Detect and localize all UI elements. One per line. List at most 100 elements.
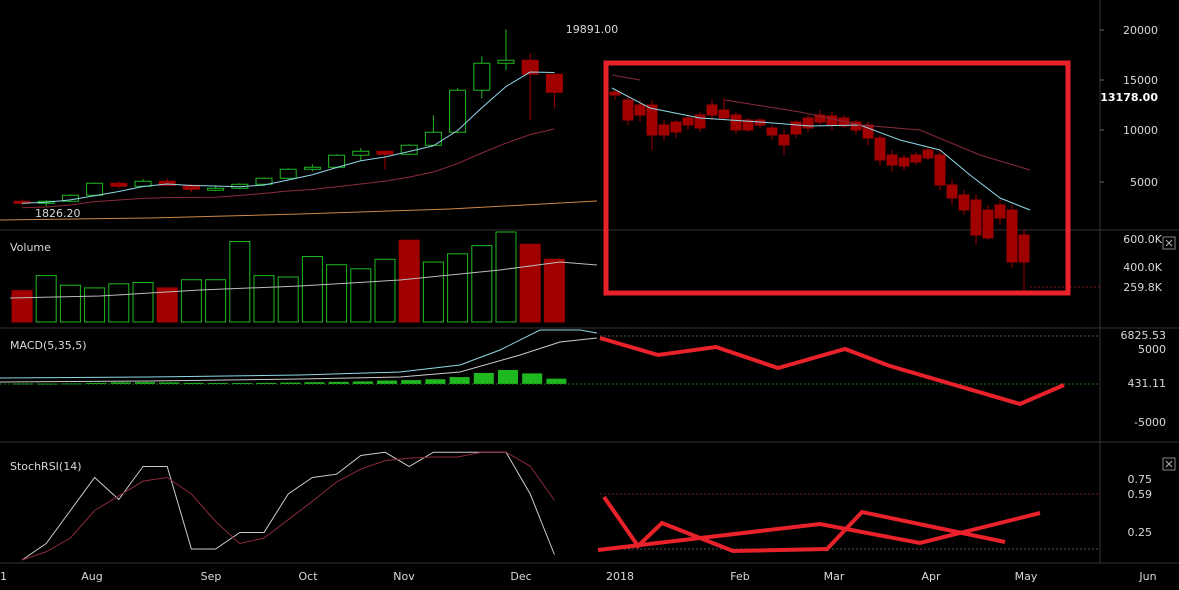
- candle-body: [497, 59, 515, 64]
- macd-title: MACD(5,35,5): [10, 339, 87, 352]
- x-tick-label: Feb: [730, 570, 749, 583]
- candle-body: [826, 115, 838, 126]
- x-tick-label: Dec: [510, 570, 531, 583]
- volume-bar: [471, 245, 493, 323]
- close-icon-glyph: [1165, 239, 1173, 247]
- candle-body: [449, 89, 467, 133]
- y-tick-label: 20000: [1123, 24, 1158, 37]
- close-icon: [1162, 236, 1176, 250]
- stochrsi-annotation-path: [597, 511, 1041, 552]
- volume-bar: [180, 279, 202, 323]
- candle-body: [922, 149, 934, 159]
- volume-bar: [59, 284, 81, 323]
- macd-bar: [425, 379, 446, 384]
- macd-bar: [256, 382, 276, 384]
- stochrsi-d-line: [21, 451, 555, 561]
- x-tick-label: 2018: [606, 570, 634, 583]
- stochrsi-k-line: [21, 451, 555, 561]
- macd-bar: [110, 382, 131, 384]
- y-tick-label: 15000: [1123, 74, 1158, 87]
- volume-bar: [11, 290, 33, 323]
- candle-body: [279, 168, 297, 179]
- macd-bar: [135, 382, 155, 384]
- volume-bar: [301, 256, 323, 323]
- candle-body: [934, 154, 946, 186]
- axes: 200001500010000500013178.0019891.001826.…: [0, 23, 1176, 583]
- volume-bar: [205, 279, 227, 323]
- candle-body: [158, 180, 176, 186]
- macd-bar: [546, 378, 567, 384]
- candle-body: [303, 166, 321, 170]
- candle-body: [110, 182, 128, 187]
- close-icon-glyph: [1165, 460, 1173, 468]
- volume-bar: [350, 268, 372, 323]
- macd-line: [0, 329, 598, 379]
- stochrsi-title: StochRSI(14): [10, 460, 82, 473]
- y-tick-label: 400.0K: [1123, 261, 1162, 274]
- x-tick-label: Mar: [824, 570, 845, 583]
- volume-panel: Volume: [9, 231, 1100, 323]
- volume-bar: [543, 258, 565, 323]
- x-tick-label: Oct: [298, 570, 318, 583]
- annotations: [597, 60, 1071, 554]
- macd-bar: [159, 382, 180, 384]
- macd-bar: [449, 377, 470, 384]
- ma-short-line: [21, 71, 555, 204]
- candle-body: [718, 109, 730, 119]
- y-tick-label: 0.59: [1128, 488, 1153, 501]
- candle-body: [730, 114, 742, 131]
- candle-body: [207, 187, 225, 191]
- volume-bar: [374, 258, 396, 323]
- macd-bar: [328, 381, 349, 384]
- candle-body: [874, 137, 886, 161]
- y-tick-label: 0.75: [1128, 473, 1153, 486]
- macd-bar: [498, 370, 518, 384]
- candle-body: [1006, 209, 1018, 263]
- candle-body: [521, 59, 539, 75]
- macd-panel: MACD(5,35,5): [0, 329, 1100, 385]
- macd-bar: [86, 382, 107, 384]
- volume-bar: [35, 275, 57, 323]
- candle-body: [646, 104, 658, 136]
- candle-body: [545, 73, 563, 93]
- candle-body: [1018, 234, 1030, 263]
- candle-body: [670, 121, 682, 133]
- y-tick-label: 0.25: [1128, 526, 1153, 539]
- volume-bar: [398, 239, 420, 323]
- candle-body: [766, 127, 778, 136]
- x-tick-label: Apr: [921, 570, 941, 583]
- candle-body: [376, 150, 394, 155]
- macd-bar: [207, 382, 228, 384]
- candle-body: [958, 194, 970, 211]
- macd-bar: [401, 380, 422, 384]
- x-tick-label: Nov: [393, 570, 415, 583]
- signal-line: [0, 337, 598, 383]
- candle-body: [742, 119, 754, 131]
- x-tick-label: 1: [0, 570, 7, 583]
- y-tick-label: 5000: [1130, 176, 1158, 189]
- close-icon: [1162, 457, 1176, 471]
- volume-title: Volume: [10, 241, 51, 254]
- volume-bar: [277, 276, 299, 323]
- volume-bar: [229, 241, 251, 323]
- candle-body: [622, 99, 634, 121]
- candle-body: [946, 184, 958, 199]
- candle-body: [970, 199, 982, 236]
- candle-body: [994, 204, 1006, 219]
- macd-bar: [377, 380, 397, 384]
- candle-body: [352, 150, 370, 156]
- volume-bar: [326, 264, 348, 323]
- y-tick-label: 6825.53: [1121, 329, 1167, 342]
- y-tick-label: 5000: [1138, 343, 1166, 356]
- price-panel: [0, 29, 1031, 290]
- stochrsi-panel: StochRSI(14): [10, 451, 1100, 561]
- candle-body: [682, 117, 694, 126]
- volume-bar: [84, 287, 106, 323]
- candle-body: [255, 177, 273, 185]
- volume-bar: [132, 281, 154, 323]
- volume-bar: [108, 283, 130, 323]
- volume-bar: [495, 231, 517, 323]
- candle-body: [473, 62, 491, 91]
- low-label: 1826.20: [35, 207, 81, 220]
